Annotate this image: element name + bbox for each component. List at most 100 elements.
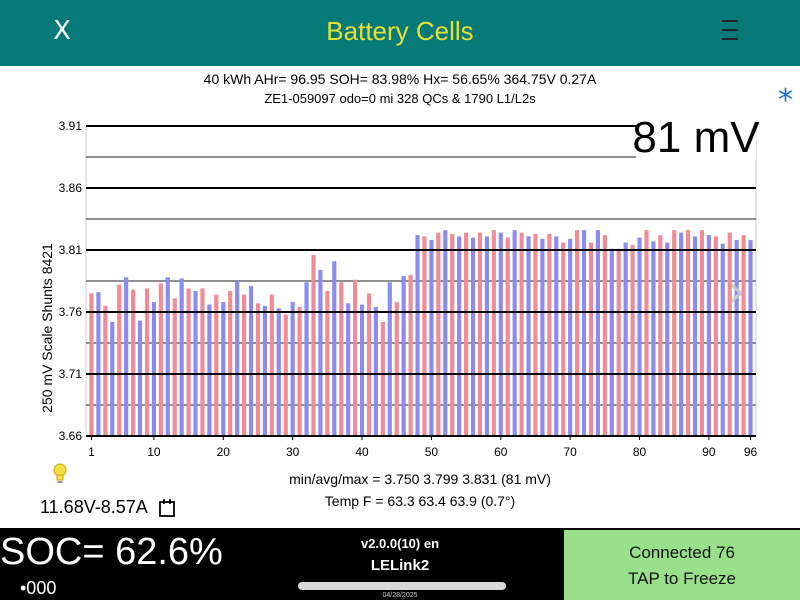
cell-bar	[686, 230, 691, 436]
cell-bar	[373, 307, 378, 436]
home-indicator[interactable]	[298, 582, 506, 590]
spread-label: 81 mV	[632, 113, 760, 162]
cell-bar	[630, 245, 635, 436]
cell-bar	[318, 269, 323, 436]
cell-bar	[651, 241, 656, 436]
cell-bar	[699, 230, 705, 436]
chevron-right-icon[interactable]: ›	[728, 266, 746, 317]
cell-bar	[387, 282, 392, 436]
spread-label-bg	[636, 114, 756, 160]
cell-bar	[366, 293, 372, 436]
cell-bar	[179, 278, 184, 436]
cell-bar	[103, 305, 108, 436]
cell-bar	[568, 238, 573, 436]
cell-bar	[512, 230, 517, 436]
cell-bar	[720, 243, 725, 436]
cell-bar	[137, 320, 143, 436]
x-tick-label: 40	[355, 445, 369, 459]
cell-bar	[561, 242, 566, 436]
cell-bar	[401, 276, 406, 436]
cell-bar	[415, 235, 420, 436]
cell-bar	[304, 282, 309, 436]
app-version: v2.0.0(10) en	[360, 536, 440, 551]
cell-bar	[242, 294, 247, 436]
cell-bar	[644, 230, 649, 436]
cell-bar	[616, 248, 621, 436]
x-tick-label: 20	[217, 445, 231, 459]
cell-bar	[672, 230, 677, 436]
star-icon[interactable]: *	[778, 83, 793, 118]
x-tick-label: 60	[494, 445, 508, 459]
close-icon: X	[53, 16, 71, 46]
cell-bar	[172, 298, 177, 436]
cell-bar	[346, 303, 351, 436]
cell-bar	[269, 294, 274, 436]
x-tick-label: 10	[147, 445, 161, 459]
cell-bar	[554, 236, 559, 436]
close-button[interactable]: X	[50, 14, 74, 48]
cell-bar	[422, 236, 427, 436]
cell-bar	[706, 235, 711, 436]
cell-bar	[429, 240, 434, 436]
cell-bar	[457, 236, 462, 436]
cell-bar	[193, 290, 198, 436]
page-dots[interactable]: •000	[20, 578, 57, 598]
cell-bar	[235, 281, 240, 436]
cell-bar	[519, 232, 524, 436]
menu-icon	[722, 20, 738, 22]
cell-bar	[207, 304, 212, 436]
cell-bar	[200, 288, 205, 436]
cell-bar	[658, 235, 663, 436]
x-tick-label: 30	[286, 445, 300, 459]
lightbulb-icon[interactable]	[52, 462, 68, 486]
cell-bar	[283, 314, 288, 436]
cell-voltage-chart[interactable]: 3.66 3.71 3.76 3.81 3.86 3.91 1 10 20 30 40 50 60 70…	[0, 108, 800, 468]
connection-status: Connected 76	[629, 543, 735, 562]
cell-bar	[602, 235, 607, 436]
x-tick-label: 96	[744, 445, 758, 459]
cell-bar	[547, 233, 552, 436]
cell-bar	[186, 288, 191, 436]
cell-bar	[533, 233, 538, 436]
cell-bar	[394, 302, 399, 436]
cell-bar	[151, 302, 156, 436]
temperature-stats: Temp F = 63.3 63.4 63.9 (0.7°)	[324, 493, 516, 509]
cell-bar	[117, 284, 122, 436]
y-tick-label: 3.81	[59, 243, 83, 257]
cell-bar	[311, 254, 316, 436]
x-tick-label: 50	[425, 445, 439, 459]
cell-bar	[353, 279, 358, 436]
x-tick-label: 70	[563, 445, 577, 459]
cell-bar	[339, 282, 344, 436]
top-bar	[0, 0, 800, 66]
y-tick-label: 3.91	[59, 119, 83, 133]
cell-bar	[408, 274, 413, 436]
x-tick-label: 90	[702, 445, 716, 459]
cell-bar	[131, 289, 136, 436]
cell-bar	[221, 302, 226, 436]
x-tick-label: 80	[633, 445, 647, 459]
cell-bar	[665, 242, 670, 436]
y-tick-label: 3.71	[59, 367, 83, 381]
cell-bar	[540, 238, 545, 436]
cell-bar	[359, 304, 365, 436]
cell-bar	[595, 230, 600, 436]
cell-bar	[332, 261, 337, 436]
adapter-name: LELink2	[370, 557, 430, 574]
cell-bar	[679, 232, 684, 436]
calendar-icon[interactable]	[158, 498, 176, 518]
cell-bar	[248, 285, 254, 436]
cell-bar	[588, 242, 594, 436]
cell-bar	[637, 237, 642, 436]
cell-bar	[443, 230, 448, 436]
freeze-button[interactable]: Connected 76 TAP to Freeze	[564, 530, 800, 600]
y-tick-label: 3.76	[59, 305, 83, 319]
cell-bar	[158, 283, 163, 436]
x-axis-ticks: 1 10 20 30 40 50 60 70 80 90 96	[88, 436, 758, 459]
cell-bar	[581, 230, 587, 436]
x-tick-label: 1	[88, 445, 95, 459]
cell-bar	[464, 232, 469, 436]
vehicle-info: ZE1-059097 odo=0 mi 328 QCs & 1790 L1/L2…	[264, 91, 536, 106]
cell-bar	[748, 240, 753, 436]
menu-button[interactable]	[718, 12, 742, 48]
